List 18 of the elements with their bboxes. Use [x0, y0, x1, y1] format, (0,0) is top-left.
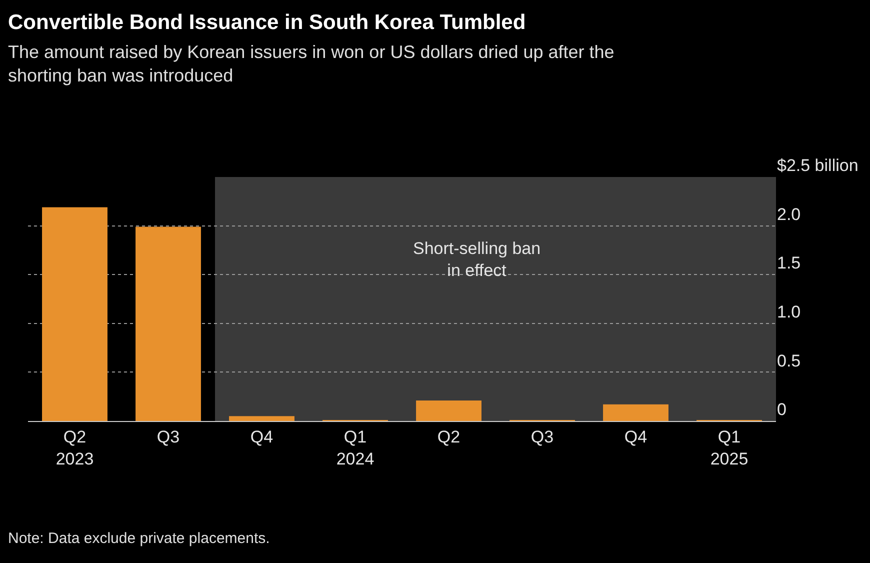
- y-tick-label: 2.0: [777, 204, 801, 224]
- x-tick-label: Q2 2023: [56, 427, 94, 468]
- x-tick-label: Q3: [530, 427, 554, 446]
- x-tick-label: Q3: [156, 427, 180, 446]
- y-tick-label: 1.0: [777, 302, 801, 322]
- x-tick-label: Q4: [624, 427, 648, 446]
- x-tick-label: Q4: [250, 427, 274, 446]
- y-tick-label: $2.5 billion: [777, 156, 858, 176]
- y-tick-label: 0.5: [777, 351, 801, 370]
- y-tick-label: 0: [777, 400, 786, 420]
- x-tick-label: Q1 2024: [336, 427, 374, 468]
- y-tick-label: 1.5: [777, 254, 801, 273]
- band-label: Short-selling ban in effect: [413, 239, 541, 280]
- x-tick-label: Q1 2025: [710, 427, 748, 468]
- text: Note: Data exclude private placements.: [8, 530, 270, 547]
- chart-subtitle: The amount raised by Korean issuers in won or US dollars dried up after the shorting ban was introduced: [8, 42, 614, 86]
- x-tick-label: Q2: [437, 427, 460, 446]
- chart-title: Convertible Bond Issuance in South Korea Tumbled: [8, 11, 526, 34]
